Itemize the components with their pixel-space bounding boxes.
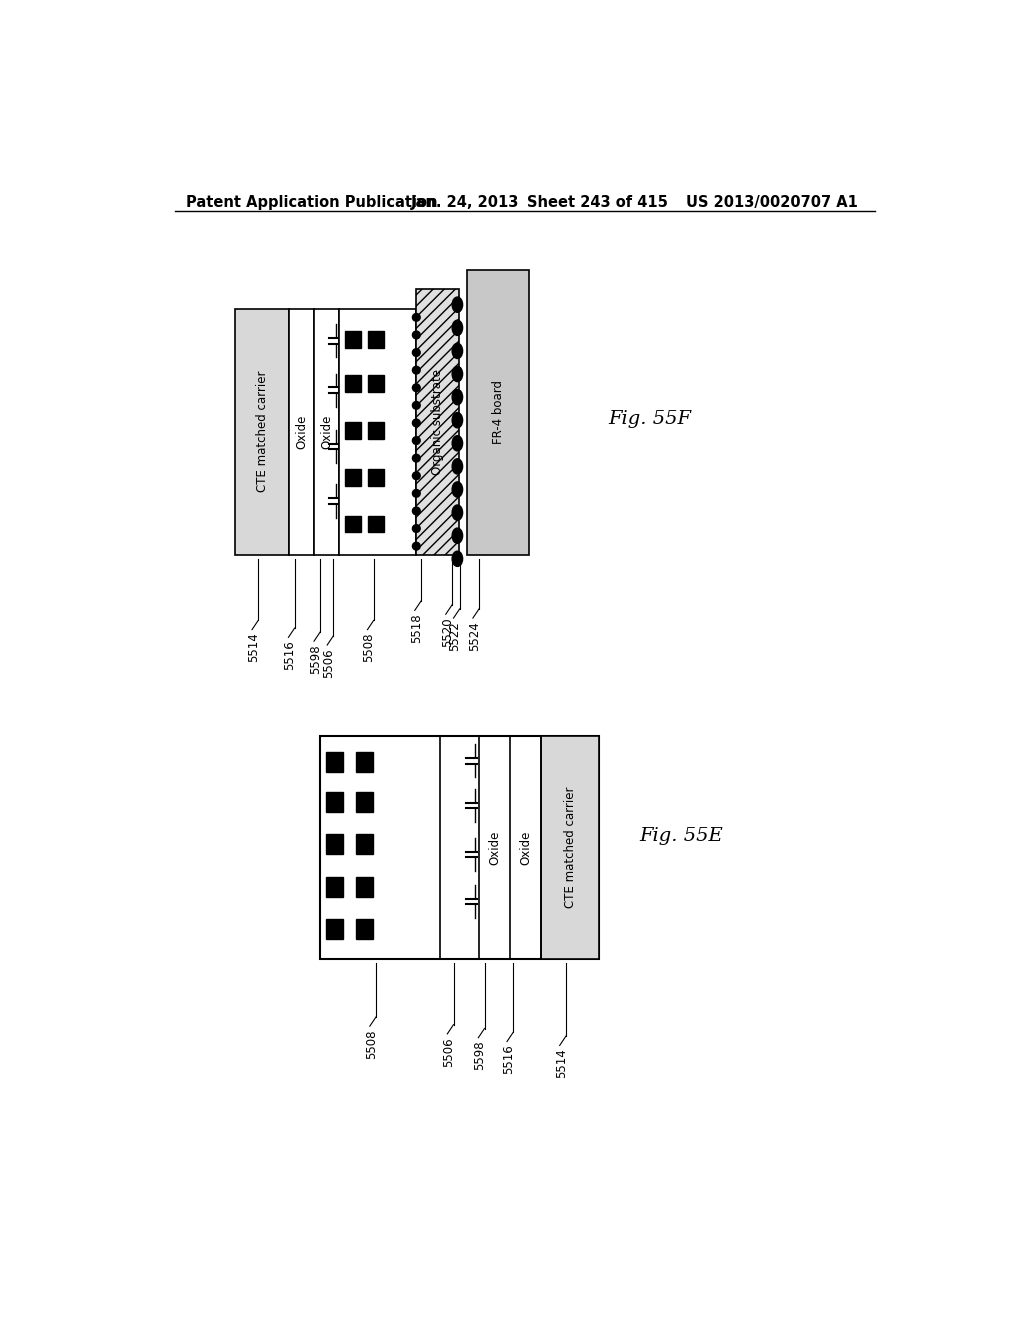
Circle shape	[413, 454, 420, 462]
Bar	[314, 309, 339, 554]
Bar	[289, 309, 314, 554]
Text: 5506: 5506	[323, 648, 335, 677]
Circle shape	[413, 384, 420, 392]
Bar	[327, 751, 343, 772]
Text: Oxide: Oxide	[488, 830, 501, 865]
Text: 5598: 5598	[473, 1040, 486, 1071]
Text: 5506: 5506	[442, 1038, 456, 1067]
Circle shape	[413, 507, 420, 515]
Bar	[327, 919, 343, 939]
Text: Oxide: Oxide	[295, 414, 308, 449]
Text: Organic substrate: Organic substrate	[431, 370, 444, 475]
Ellipse shape	[453, 367, 463, 381]
Bar	[356, 751, 373, 772]
Bar	[327, 792, 343, 812]
Circle shape	[413, 367, 420, 374]
Circle shape	[413, 348, 420, 356]
Text: 5520: 5520	[440, 618, 454, 647]
Text: 5524: 5524	[468, 622, 481, 651]
Text: 5508: 5508	[365, 1030, 378, 1059]
Ellipse shape	[453, 552, 463, 566]
Bar	[369, 422, 384, 438]
Text: CTE matched carrier: CTE matched carrier	[563, 787, 577, 908]
Text: Fig. 55F: Fig. 55F	[608, 411, 691, 429]
Text: 5516: 5516	[502, 1044, 515, 1074]
Bar	[327, 834, 343, 854]
Bar	[369, 516, 384, 532]
Bar	[234, 309, 289, 554]
Text: Oxide: Oxide	[519, 830, 532, 865]
Text: 5514: 5514	[247, 632, 260, 663]
Text: 5516: 5516	[284, 640, 297, 671]
Ellipse shape	[453, 389, 463, 405]
Circle shape	[413, 401, 420, 409]
Bar	[327, 876, 343, 896]
Circle shape	[413, 490, 420, 498]
Text: FR-4 board: FR-4 board	[492, 380, 505, 445]
Ellipse shape	[453, 321, 463, 335]
Bar	[541, 737, 599, 960]
Text: CTE matched carrier: CTE matched carrier	[256, 371, 268, 492]
Ellipse shape	[453, 436, 463, 451]
Text: Patent Application Publication: Patent Application Publication	[186, 195, 437, 210]
Ellipse shape	[453, 482, 463, 498]
Bar	[369, 375, 384, 392]
Bar	[339, 309, 417, 554]
Bar	[321, 737, 599, 960]
Ellipse shape	[453, 343, 463, 359]
Ellipse shape	[453, 528, 463, 544]
Ellipse shape	[453, 413, 463, 428]
Bar	[345, 375, 360, 392]
Bar	[345, 422, 360, 438]
Text: 5514: 5514	[555, 1048, 567, 1078]
Bar	[417, 289, 459, 554]
Bar	[369, 331, 384, 347]
Text: Sheet 243 of 415: Sheet 243 of 415	[527, 195, 668, 210]
Text: 5598: 5598	[309, 644, 323, 675]
Text: 5522: 5522	[449, 622, 462, 651]
Ellipse shape	[453, 459, 463, 474]
Bar	[369, 469, 384, 486]
Text: Oxide: Oxide	[319, 414, 333, 449]
Bar	[356, 792, 373, 812]
Text: 5518: 5518	[410, 614, 423, 643]
Circle shape	[413, 543, 420, 550]
Circle shape	[413, 525, 420, 532]
Bar	[356, 919, 373, 939]
Text: 5508: 5508	[362, 632, 376, 663]
Text: Jan. 24, 2013: Jan. 24, 2013	[411, 195, 519, 210]
Bar	[356, 876, 373, 896]
Circle shape	[413, 471, 420, 479]
Text: Fig. 55E: Fig. 55E	[640, 828, 723, 845]
Text: US 2013/0020707 A1: US 2013/0020707 A1	[686, 195, 858, 210]
Bar	[467, 271, 529, 554]
Circle shape	[413, 420, 420, 426]
Bar	[345, 331, 360, 347]
Bar	[345, 516, 360, 532]
Circle shape	[413, 331, 420, 339]
Ellipse shape	[453, 506, 463, 520]
Bar	[356, 834, 373, 854]
Circle shape	[413, 437, 420, 445]
Circle shape	[413, 314, 420, 321]
Bar	[345, 469, 360, 486]
Ellipse shape	[453, 297, 463, 313]
Bar	[474, 276, 523, 549]
